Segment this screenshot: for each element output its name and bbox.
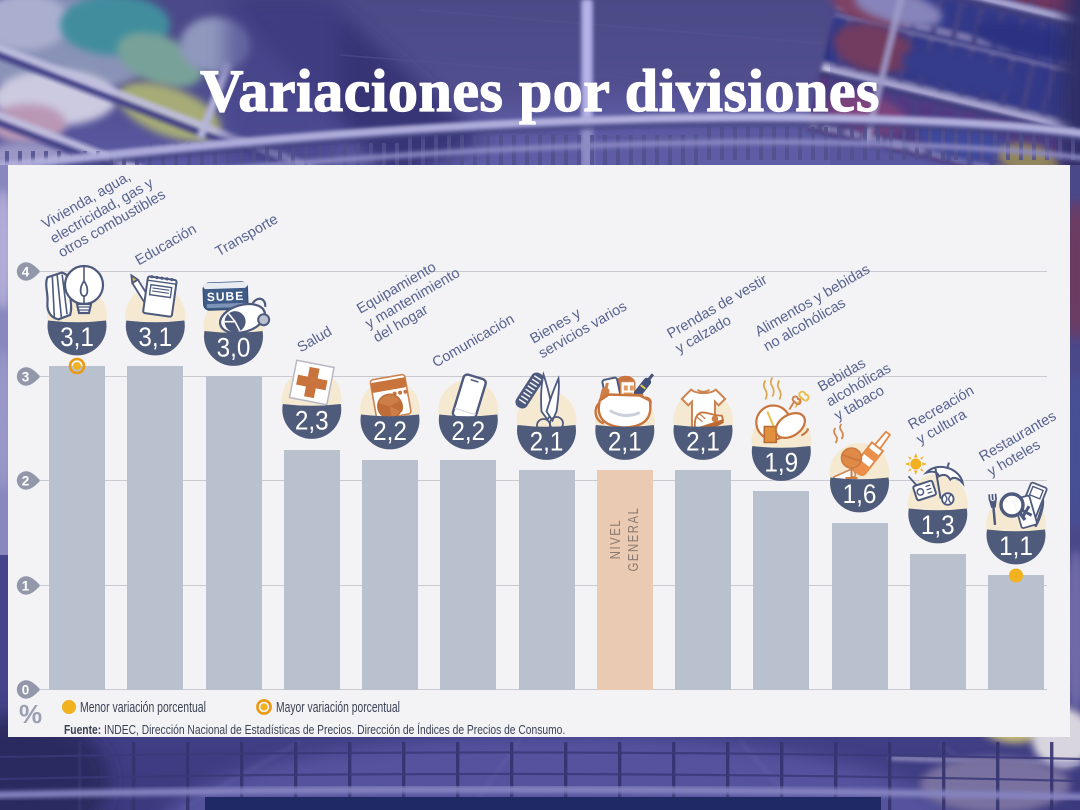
svg-text:2,2: 2,2: [451, 417, 485, 446]
svg-text:3,1: 3,1: [60, 323, 94, 352]
svg-text:2,1: 2,1: [608, 427, 642, 456]
svg-text:2,1: 2,1: [686, 427, 720, 456]
svg-text:3,1: 3,1: [138, 323, 172, 352]
svg-text:1,1: 1,1: [999, 532, 1033, 561]
svg-text:2,1: 2,1: [530, 427, 564, 456]
svg-text:2,2: 2,2: [373, 417, 407, 446]
svg-text:2: 2: [22, 474, 30, 489]
svg-text:1,6: 1,6: [843, 480, 877, 509]
svg-text:3,0: 3,0: [217, 333, 251, 362]
svg-text:3: 3: [22, 370, 30, 385]
svg-text:0: 0: [22, 683, 30, 698]
svg-text:1: 1: [22, 579, 30, 594]
svg-text:2,3: 2,3: [295, 406, 329, 435]
svg-text:1,3: 1,3: [921, 511, 955, 540]
svg-text:SUBE: SUBE: [207, 289, 245, 304]
svg-text:4: 4: [22, 265, 30, 280]
svg-text:1,9: 1,9: [764, 448, 798, 477]
